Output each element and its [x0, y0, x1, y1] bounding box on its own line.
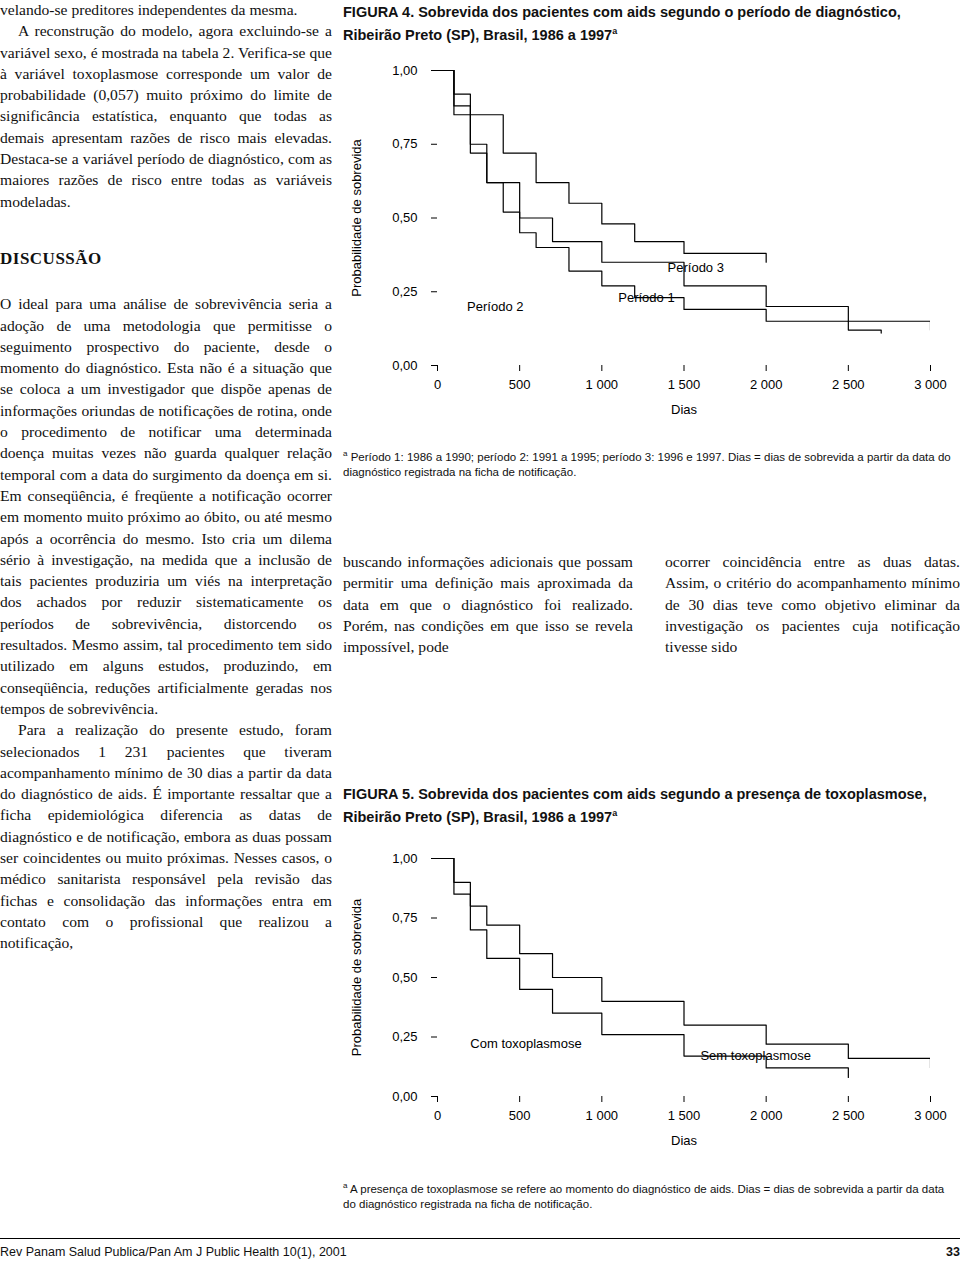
html-text:ocorrer coincidência entre as: ocorrer coincidência entre as duas datas…	[665, 553, 960, 656]
svg-text:0,75: 0,75	[392, 910, 417, 925]
svg-text:1,00: 1,00	[392, 63, 417, 78]
html-text:FIGURA 5. Sobrevida dos pacien: FIGURA 5. Sobrevida dos pacientes com ai…	[343, 786, 927, 825]
svg-text:0: 0	[434, 377, 441, 392]
html-text:A reconstrução do modelo, agor: A reconstrução do modelo, agora excluind…	[0, 22, 332, 210]
svg-text:1 500: 1 500	[668, 377, 701, 392]
svg-text:0: 0	[434, 1108, 441, 1123]
svg-text:500: 500	[509, 377, 531, 392]
svg-text:Período 1: Período 1	[618, 290, 674, 305]
svg-text:0,50: 0,50	[392, 210, 417, 225]
svg-text:Período 2: Período 2	[467, 299, 523, 314]
svg-text:Com toxoplasmose: Com toxoplasmose	[470, 1036, 581, 1051]
svg-text:1,00: 1,00	[392, 851, 417, 866]
svg-text:3 000: 3 000	[914, 1108, 947, 1123]
svg-text:0,00: 0,00	[392, 358, 417, 373]
svg-text:2 000: 2 000	[750, 1108, 783, 1123]
svg-text:Sem toxoplasmose: Sem toxoplasmose	[700, 1048, 811, 1063]
svg-text:Dias: Dias	[671, 1133, 698, 1148]
svg-text:0,00: 0,00	[392, 1089, 417, 1104]
html-text:DISCUSSÃO: DISCUSSÃO	[0, 249, 102, 268]
html-text:velando-se preditores independ: velando-se preditores independentes da m…	[0, 1, 298, 18]
svg-text:2 500: 2 500	[832, 1108, 865, 1123]
svg-text:3 000: 3 000	[914, 377, 947, 392]
svg-text:0,75: 0,75	[392, 136, 417, 151]
svg-text:2 000: 2 000	[750, 377, 783, 392]
html-text:Rev Panam Salud Publica/Pan Am: Rev Panam Salud Publica/Pan Am J Public …	[0, 1245, 347, 1259]
svg-text:0,25: 0,25	[392, 284, 417, 299]
svg-text:500: 500	[509, 1108, 531, 1123]
html-text:33: 33	[946, 1245, 960, 1259]
svg-text:Dias: Dias	[671, 402, 698, 417]
html-text:O ideal para uma análise de so: O ideal para uma análise de sobrevivênci…	[0, 295, 332, 717]
html-text:buscando informações adicionai: buscando informações adicionais que poss…	[343, 553, 633, 656]
svg-text:Probabilidade de sobrevida: Probabilidade de sobrevida	[349, 138, 364, 296]
svg-text:2 500: 2 500	[832, 377, 865, 392]
html-text:aPeríodo 1: 1986 a 1990; perío: aPeríodo 1: 1986 a 1990; período 2: 1991…	[343, 449, 951, 478]
svg-text:Probabilidade de sobrevida: Probabilidade de sobrevida	[349, 898, 364, 1056]
svg-text:0,50: 0,50	[392, 970, 417, 985]
svg-text:1 500: 1 500	[668, 1108, 701, 1123]
html-text:aA presença de toxoplasmose se: aA presença de toxoplasmose se refere ao…	[343, 1181, 945, 1210]
html-text:Para a realização do presente: Para a realização do presente estudo, fo…	[0, 721, 332, 952]
html-text:FIGURA 4. Sobrevida dos pacien: FIGURA 4. Sobrevida dos pacientes com ai…	[343, 4, 901, 43]
svg-text:0,25: 0,25	[392, 1029, 417, 1044]
svg-text:1 000: 1 000	[586, 1108, 619, 1123]
svg-text:1 000: 1 000	[586, 377, 619, 392]
svg-text:Período 3: Período 3	[668, 260, 724, 275]
